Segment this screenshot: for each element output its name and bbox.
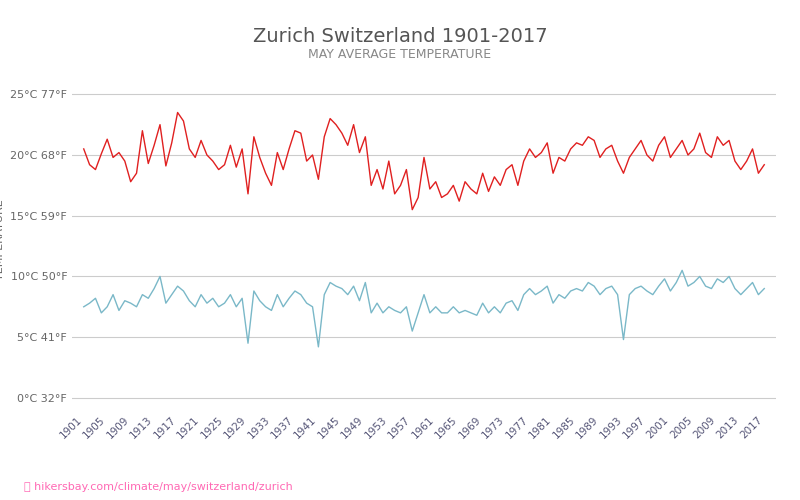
Text: MAY AVERAGE TEMPERATURE: MAY AVERAGE TEMPERATURE	[309, 48, 491, 60]
Text: Zurich Switzerland 1901-2017: Zurich Switzerland 1901-2017	[253, 28, 547, 46]
Y-axis label: TEMPERATURE: TEMPERATURE	[0, 200, 5, 280]
Text: 📍 hikersbay.com/climate/may/switzerland/zurich: 📍 hikersbay.com/climate/may/switzerland/…	[24, 482, 293, 492]
